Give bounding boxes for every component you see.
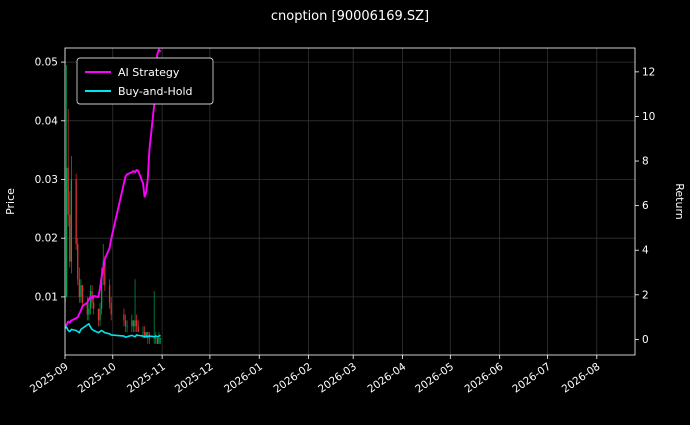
price-tick-label: 0.04 bbox=[35, 115, 59, 127]
candle-body bbox=[132, 320, 135, 327]
chart-title: cnoption [90006169.SZ] bbox=[271, 9, 429, 24]
candle-body bbox=[158, 337, 160, 344]
candle-body bbox=[70, 179, 73, 262]
candle-body bbox=[97, 308, 100, 321]
candle-body bbox=[99, 308, 101, 321]
candle-body bbox=[89, 291, 92, 309]
candle-body bbox=[143, 332, 146, 338]
candle-body bbox=[100, 273, 103, 309]
candle-body bbox=[159, 337, 162, 339]
return-tick-label: 4 bbox=[642, 245, 649, 257]
candle-body bbox=[65, 167, 68, 297]
legend-label-1: Buy-and-Hold bbox=[118, 85, 193, 98]
return-tick-label: 8 bbox=[642, 156, 649, 168]
candle-body bbox=[88, 308, 90, 315]
candle-body bbox=[155, 337, 157, 339]
candle-body bbox=[93, 302, 95, 309]
price-tick-label: 0.02 bbox=[35, 233, 58, 245]
candle-body bbox=[131, 320, 133, 327]
candle-body bbox=[104, 261, 106, 286]
candle-body bbox=[137, 326, 139, 333]
candle-body bbox=[77, 244, 79, 280]
candle-body bbox=[78, 279, 80, 297]
axes-spine bbox=[64, 47, 636, 356]
candle-body bbox=[123, 314, 125, 321]
candle-body bbox=[80, 285, 82, 297]
series-line-1 bbox=[65, 322, 161, 338]
series-line-0 bbox=[65, 48, 162, 328]
candle-body bbox=[153, 337, 155, 339]
return-tick-label: 6 bbox=[642, 200, 649, 212]
candle-body bbox=[148, 337, 151, 339]
candle-body bbox=[110, 302, 112, 315]
return-tick-label: 12 bbox=[642, 66, 655, 78]
candle-body bbox=[147, 332, 149, 338]
return-tick-label: 10 bbox=[642, 111, 655, 123]
candle-body bbox=[135, 320, 138, 327]
price-tick-label: 0.05 bbox=[35, 57, 58, 69]
candle-body bbox=[67, 167, 69, 215]
return-tick-label: 0 bbox=[642, 334, 649, 346]
return-tick-label: 2 bbox=[642, 289, 649, 301]
candle-body bbox=[142, 332, 144, 333]
candle-body bbox=[156, 337, 158, 344]
candle-body bbox=[75, 179, 77, 245]
candle-body bbox=[69, 214, 71, 262]
price-tick-label: 0.01 bbox=[35, 291, 58, 303]
y-axis-label-right: Return bbox=[673, 183, 686, 220]
y-axis-label-left: Price bbox=[4, 188, 17, 215]
candle-body bbox=[124, 320, 127, 327]
candle-body bbox=[86, 302, 88, 315]
plot-data-layer bbox=[65, 48, 162, 344]
candle-body bbox=[145, 332, 147, 338]
legend-box bbox=[76, 57, 214, 105]
candle-body bbox=[134, 320, 136, 327]
price-tick-label: 0.03 bbox=[35, 174, 58, 186]
candle-body bbox=[108, 285, 111, 303]
candle-body bbox=[81, 285, 84, 303]
candle-body bbox=[126, 326, 128, 327]
legend-label-0: AI Strategy bbox=[118, 66, 180, 79]
